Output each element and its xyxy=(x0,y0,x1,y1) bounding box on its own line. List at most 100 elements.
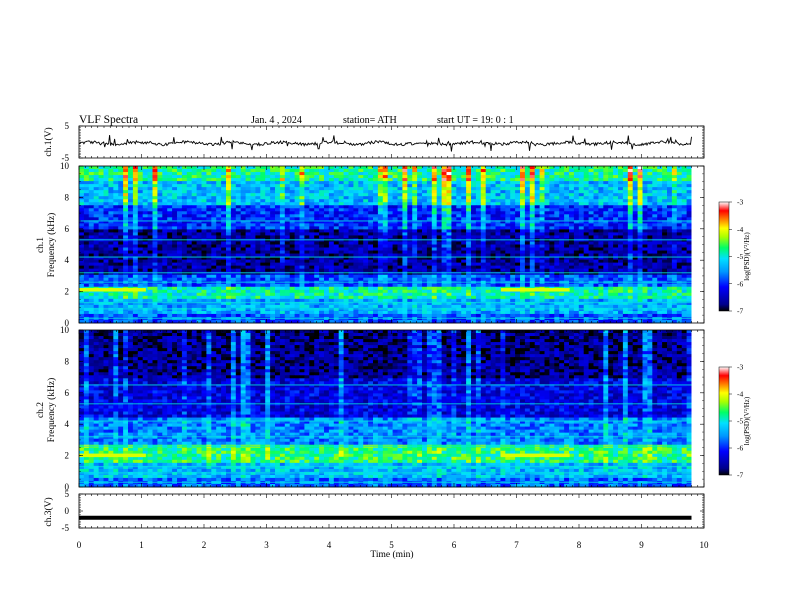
ch1-spectrogram-cell xyxy=(426,229,433,233)
ch1-spectrogram-cell xyxy=(147,244,153,248)
ch1-spectrogram-cell xyxy=(451,175,457,179)
ch1-spectrogram-cell xyxy=(632,274,638,279)
ch1-spectrogram-cell xyxy=(309,175,315,179)
ch1-spectrogram-cell xyxy=(451,235,457,239)
ch1-spectrogram-cell xyxy=(387,262,393,267)
ch1-spectrogram-cell xyxy=(422,256,428,260)
ch1-spectrogram-cell xyxy=(539,253,545,257)
ch1-spectrogram-cell xyxy=(142,226,148,230)
ch1-spectrogram-cell xyxy=(397,178,403,182)
ch1-waveform-ytick-label: 5 xyxy=(65,121,70,131)
ch1-spectrogram-cell xyxy=(216,178,222,182)
ch1-spectrogram-cell xyxy=(338,169,344,173)
ch1-spectrogram-cell xyxy=(118,220,124,224)
ch1-spectrogram-cell xyxy=(118,187,124,191)
ch1-spectrogram-cell xyxy=(294,190,300,194)
ch1-spectrogram-cell xyxy=(412,181,418,185)
ch1-spectrogram-cell xyxy=(343,217,349,221)
ch1-spectrogram-cell xyxy=(250,229,256,233)
ch1-spectrogram-cell xyxy=(554,202,560,206)
ch1-spectrogram-cell xyxy=(456,166,462,170)
ch1-spectrogram-cell xyxy=(201,235,207,239)
ch1-spectrogram-cell xyxy=(304,202,310,206)
ch1-spectrogram-cell xyxy=(201,184,207,188)
ch1-spectrogram-cell xyxy=(343,193,349,197)
ch1-spectrogram-cell xyxy=(647,184,653,188)
ch1-spectrogram-cell xyxy=(186,172,193,176)
ch1-spectrogram-cell xyxy=(255,190,261,194)
ch1-spectrogram-cell xyxy=(603,214,609,218)
ch1-spectrogram-cell xyxy=(480,187,487,191)
ch1-spectrogram-cell xyxy=(642,253,648,257)
ch1-spectrogram-cell xyxy=(554,241,560,245)
ch1-spectrogram-cell xyxy=(436,247,442,251)
ch1-spectrogram-cell xyxy=(529,229,536,233)
ch1-spectrogram-cell xyxy=(475,214,482,218)
ch1-spectrogram-cell xyxy=(613,247,619,251)
ch1-spectrogram-cell xyxy=(578,172,585,176)
ch1-spectrogram-cell xyxy=(529,211,536,215)
ch1-spectrogram-cell xyxy=(495,220,501,224)
ch1-spectrogram-cell xyxy=(681,226,687,230)
ch1-spectrogram-cell xyxy=(353,169,359,173)
ch1-spectrogram-cell xyxy=(177,250,183,254)
ch1-spectrogram-cell xyxy=(564,256,570,260)
ch1-spectrogram-cell xyxy=(93,241,99,245)
ch1-spectrogram-cell xyxy=(240,181,246,185)
ch1-spectrogram-cell xyxy=(608,277,614,282)
ch1-spectrogram-cell xyxy=(662,262,668,267)
ch1-spectrogram-cell xyxy=(377,184,384,188)
ch1-spectrogram-cell xyxy=(147,229,153,233)
ch1-spectrogram-cell xyxy=(461,265,467,270)
ch1-spectrogram-cell xyxy=(520,178,526,182)
ch1-spectrogram-cell xyxy=(608,268,614,273)
ch1-spectrogram-cell xyxy=(123,253,129,257)
ch1-spectrogram-cell xyxy=(534,184,540,188)
ch1-spectrogram-cell xyxy=(642,214,648,218)
ch1-spectrogram-cell xyxy=(461,274,467,279)
ch1-spectrogram-cell xyxy=(382,175,389,179)
ch1-spectrogram-cell xyxy=(510,232,516,236)
ch1-spectrogram-cell xyxy=(544,187,550,191)
ch1-spectrogram-cell xyxy=(206,181,212,185)
ch1-spectrogram-cell xyxy=(598,244,604,248)
ch1-spectrogram-cell xyxy=(490,199,496,203)
ch1-spectrogram-cell xyxy=(382,190,389,194)
ch1-spectrogram-cell xyxy=(93,247,99,251)
ch1-spectrogram-cell xyxy=(103,241,109,245)
ch1-spectrogram-cell xyxy=(417,241,423,245)
ch1-spectrogram-cell xyxy=(118,274,124,279)
ch1-spectrogram-cell xyxy=(456,250,462,254)
ch1-spectrogram-cell xyxy=(475,178,482,182)
ch1-spectrogram-cell xyxy=(265,178,271,182)
ch1-spectrogram-cell xyxy=(299,226,305,230)
ch1-spectrogram-cell xyxy=(191,214,197,218)
ch1-spectrogram-cell xyxy=(622,175,629,179)
ch1-spectrogram-cell xyxy=(113,241,119,245)
ch1-spectrogram-cell xyxy=(260,259,266,264)
ch1-spectrogram-cell xyxy=(343,223,349,227)
ch1-spectrogram-cell xyxy=(475,193,482,197)
ch1-spectrogram-cell xyxy=(177,211,183,215)
ch1-spectrogram-cell xyxy=(123,235,129,239)
ch1-spectrogram-cell xyxy=(368,256,374,260)
ch1-spectrogram-cell xyxy=(627,172,634,176)
ch1-spectrogram-cell xyxy=(426,235,433,239)
ch1-spectrogram-cell xyxy=(181,241,188,245)
ch1-spectrogram-cell xyxy=(353,268,359,273)
ch1-spectrogram-cell xyxy=(279,181,286,185)
ch1-spectrogram-cell xyxy=(475,184,482,188)
ch1-spectrogram-cell xyxy=(108,178,114,182)
ch1-spectrogram-cell xyxy=(588,172,594,176)
ch1-spectrogram-cell xyxy=(314,166,320,170)
ch1-spectrogram-cell xyxy=(216,214,222,218)
ch1-spectrogram-cell xyxy=(230,223,237,227)
ch1-spectrogram-cell xyxy=(441,262,447,267)
ch1-spectrogram-cell xyxy=(108,229,114,233)
ch1-spectrogram-cell xyxy=(559,244,565,248)
ch1-spectrogram-cell xyxy=(172,235,178,239)
ch1-spectrogram-cell xyxy=(309,205,315,209)
ch1-spectrogram-cell xyxy=(142,235,148,239)
ch1-spectrogram-cell xyxy=(103,262,109,267)
ch1-spectrogram-cell xyxy=(618,199,624,203)
